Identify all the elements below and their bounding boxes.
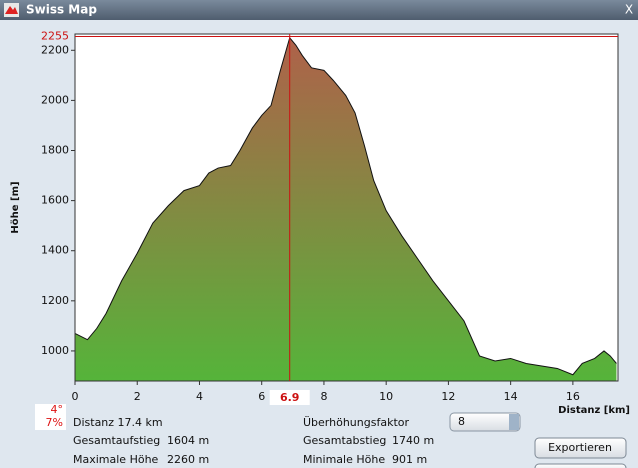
x-tick-label: 12 [441, 390, 455, 403]
profile-line [74, 36, 617, 376]
grade: 7% [46, 416, 63, 429]
app-icon-shape [5, 6, 18, 14]
x-tick-label: 2 [134, 390, 141, 403]
slope: 4° [51, 403, 64, 416]
descent: 1740 m [392, 434, 434, 447]
profile-area [75, 37, 617, 382]
x-tick-label: 6 [258, 390, 265, 403]
window-title: Swiss Map [26, 3, 97, 17]
close-button[interactable]: X [625, 3, 633, 17]
ascent-label: Gesamtaufstieg [73, 434, 160, 447]
cursor-label: 6.9 [280, 391, 300, 404]
y-tick-label: 1400 [41, 244, 69, 257]
button[interactable] [534, 463, 627, 468]
export-label: Exportieren [548, 441, 612, 454]
y-tick-label: 1000 [41, 344, 69, 357]
y-tick-label: 1800 [41, 144, 69, 157]
y-tick-label: 2200 [41, 43, 69, 56]
slope-box [35, 404, 66, 430]
plot-frame [74, 33, 619, 382]
ascent: 1604 m [167, 434, 209, 447]
factor: 8 [458, 415, 465, 428]
x-tick-label: 10 [379, 390, 393, 403]
y-axis-label: Höhe [m] [10, 181, 21, 233]
factor-select[interactable] [449, 412, 521, 432]
factor-label: Überhöhungsfaktor [303, 416, 409, 429]
y-tick-label: 1200 [41, 294, 69, 307]
cursor-box [269, 390, 310, 405]
title-bar [0, 0, 638, 20]
min-label: Minimale Höhe [303, 453, 385, 466]
y-tick-label: 1600 [41, 194, 69, 207]
max: 2260 m [167, 453, 209, 466]
x-tick-label: 14 [504, 390, 518, 403]
x-axis-label: Distanz [km] [558, 405, 630, 416]
max-label: Maximale Höhe [73, 453, 159, 466]
x-tick-label: 16 [566, 390, 580, 403]
min: 901 m [392, 453, 427, 466]
x-tick-label: 8 [320, 390, 327, 403]
descent-label: Gesamtabstieg [303, 434, 386, 447]
max-label: 2255 [41, 30, 69, 43]
x-tick-label: 0 [72, 390, 79, 403]
export-button[interactable] [534, 437, 627, 459]
x-tick-label: 4 [196, 390, 203, 403]
distance: Distanz 17.4 km [73, 416, 163, 429]
chart: 1000 1200 1400 1600 1800 2000 2200 0 2 4 6 8 10 12 14 1… [10, 30, 630, 416]
spinner[interactable] [509, 414, 519, 430]
y-tick-label: 2000 [41, 93, 69, 106]
